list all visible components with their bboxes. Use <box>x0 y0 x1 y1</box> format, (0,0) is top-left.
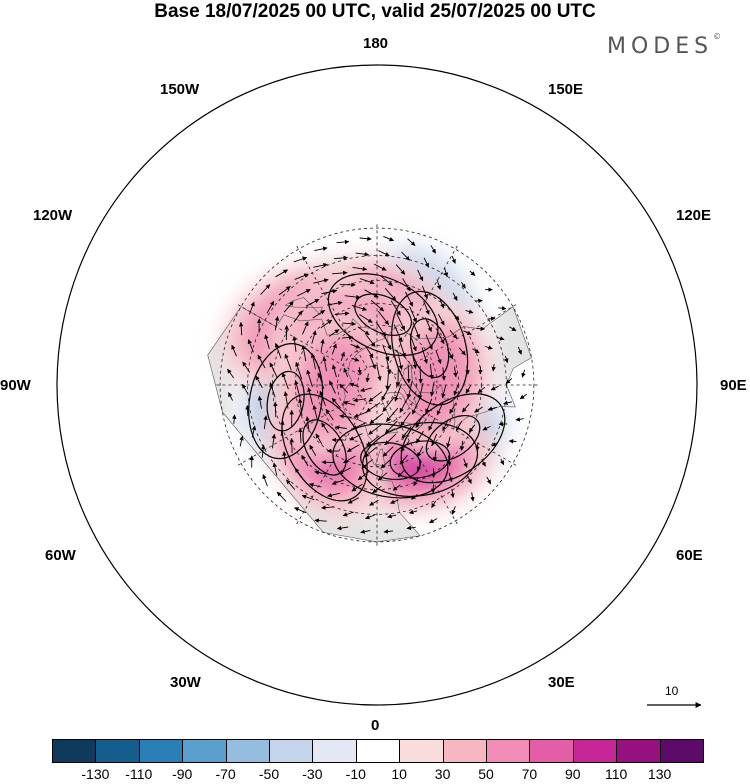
colorbar-tick-label: 50 <box>478 766 494 782</box>
colorbar-tick-label: -90 <box>172 766 192 782</box>
colorbar-labels: -130 -110 -90 -70 -50 -30 -10 10 30 50 70 90 110 130 <box>0 766 750 784</box>
colorbar-tick-label: 130 <box>648 766 671 782</box>
colorbar-swatch <box>226 739 270 763</box>
longitude-label-90w: 90W <box>0 378 31 394</box>
colorbar-swatch <box>573 739 617 763</box>
longitude-label-150e: 150E <box>548 82 583 98</box>
colorbar-swatch <box>139 739 183 763</box>
colorbar-swatch <box>529 739 573 763</box>
colorbar-swatch <box>269 739 313 763</box>
colorbar-tick-label: 110 <box>605 766 627 782</box>
colorbar <box>52 739 703 763</box>
reference-vector-label: 10 <box>665 684 678 698</box>
longitude-label-30e: 30E <box>548 675 575 691</box>
colorbar-tick-label: -10 <box>346 766 366 782</box>
colorbar-tick-label: -130 <box>81 766 109 782</box>
longitude-label-120w: 120W <box>33 208 72 224</box>
colorbar-tick-label: -70 <box>215 766 235 782</box>
colorbar-swatch <box>182 739 226 763</box>
longitude-label-30w: 30W <box>170 675 201 691</box>
colorbar-swatch <box>356 739 400 763</box>
colorbar-tick-label: 70 <box>522 766 538 782</box>
longitude-label-90e: 90E <box>720 378 747 394</box>
colorbar-tick-label: 90 <box>565 766 581 782</box>
colorbar-swatch <box>95 739 139 763</box>
colorbar-swatch <box>660 739 704 763</box>
colorbar-swatch <box>312 739 356 763</box>
longitude-label-60w: 60W <box>45 548 76 564</box>
colorbar-tick-label: -50 <box>259 766 279 782</box>
longitude-label-150w: 150W <box>160 82 199 98</box>
colorbar-tick-label: 10 <box>391 766 407 782</box>
colorbar-tick-label: -30 <box>302 766 322 782</box>
longitude-label-180: 180 <box>363 36 388 52</box>
colorbar-swatch <box>399 739 443 763</box>
colorbar-swatch <box>52 739 96 763</box>
longitude-label-120e: 120E <box>676 208 711 224</box>
longitude-label-0: 0 <box>371 718 379 734</box>
colorbar-swatch <box>443 739 487 763</box>
colorbar-tick-label: -110 <box>125 766 152 782</box>
colorbar-swatch <box>486 739 530 763</box>
colorbar-tick-label: 30 <box>435 766 451 782</box>
longitude-label-60e: 60E <box>676 548 703 564</box>
colorbar-swatch <box>616 739 660 763</box>
